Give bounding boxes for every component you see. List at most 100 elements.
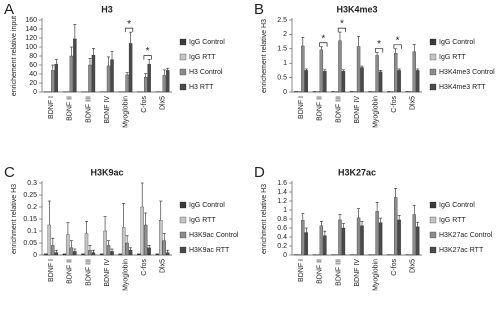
x-tick-label: Dlx5 (410, 259, 417, 273)
x-tick-label: Myoglobin (122, 96, 129, 128)
bar (162, 240, 166, 256)
bar (73, 38, 77, 93)
x-tick-label: BDNF I (48, 259, 55, 282)
bar (84, 233, 89, 256)
bar (128, 250, 133, 256)
bar (416, 70, 420, 93)
bar (301, 220, 305, 256)
significance-bracket (374, 48, 384, 53)
x-tick-label: BDNF IV (104, 259, 111, 287)
legend-label: IgG RTT (439, 54, 466, 61)
legend-swatch (429, 38, 437, 46)
bar (140, 206, 144, 256)
legend-label: H3K4me3 RTT (439, 84, 486, 91)
y-axis-label: enrichement relative H3 (261, 19, 268, 93)
bar (297, 91, 302, 93)
bar (360, 67, 364, 93)
panel-letter: D (254, 164, 265, 181)
bar (412, 214, 416, 256)
bar (47, 224, 52, 256)
y-tick-label: 1 (283, 207, 287, 214)
bar (54, 252, 58, 256)
significance-label: * (340, 19, 344, 30)
legend-swatch (429, 68, 437, 76)
bar (103, 230, 107, 256)
bar (323, 235, 327, 256)
bar (54, 63, 58, 93)
legend-label: H3 RTT (189, 84, 214, 91)
y-tick-label: 1.5 (277, 46, 287, 53)
x-tick-label: BDNF IV (354, 259, 361, 287)
legend-swatch (179, 231, 187, 239)
y-tick-label: 1.4 (277, 189, 287, 196)
legend-label: H3K9ac RTT (189, 247, 230, 254)
bar (110, 251, 114, 256)
y-tick-label: 1.2 (277, 198, 287, 205)
chart-title: H3K27ac (338, 167, 376, 177)
bar (356, 217, 361, 256)
bar (143, 224, 148, 256)
y-tick-label: 100 (25, 44, 37, 51)
legend-swatch (429, 201, 437, 209)
significance-bracket (143, 55, 152, 60)
y-tick-label: 80 (29, 53, 37, 60)
significance-label: * (396, 35, 400, 46)
bar (166, 70, 170, 93)
bar (356, 46, 361, 93)
legend-label: IgG Control (189, 202, 225, 209)
x-tick-label: BDNF III (85, 96, 92, 123)
y-tick-label: 0.3 (27, 180, 37, 187)
bar (128, 43, 133, 93)
x-tick-label: Dlx5 (160, 259, 167, 273)
legend-swatch (179, 68, 187, 76)
bar (147, 247, 151, 256)
bar (137, 253, 141, 256)
x-tick-label: BDNF I (298, 259, 305, 282)
bar (118, 253, 122, 256)
bar (323, 71, 327, 93)
y-tick-label: 2 (283, 31, 287, 38)
bar (88, 64, 92, 93)
bar (110, 59, 114, 93)
significance-bracket (393, 44, 402, 49)
panel: D H3K27ac enrichment relative H3 0 0.2 0.4 0.6… (254, 164, 493, 291)
bar (312, 91, 317, 93)
bar (397, 70, 401, 93)
legend-label: IgG RTT (189, 54, 216, 61)
bar (69, 55, 74, 93)
y-axis-label: enrichment relative H3 (11, 184, 18, 254)
x-tick-label: BDNF III (335, 259, 342, 286)
legend-swatch (429, 246, 437, 254)
bar (405, 91, 409, 93)
legend-label: H3K9ac Control (189, 232, 239, 239)
legend-label: H3K27ac RTT (439, 247, 484, 254)
x-tick-label: BDNF I (298, 96, 305, 119)
bar (81, 253, 85, 256)
y-tick-label: 20 (29, 80, 37, 87)
y-tick-label: 0.4 (277, 234, 287, 241)
bar (416, 226, 420, 256)
chart-title: H3K4me3 (336, 4, 377, 14)
panel: A H3 enrichement relative input 0 20 40 60 80 10… (4, 1, 225, 128)
bar (387, 91, 391, 93)
significance-label: * (146, 46, 150, 57)
legend-label: IgG Control (439, 39, 475, 46)
x-tick-label: BDNF II (67, 259, 74, 284)
y-tick-label: 140 (25, 26, 37, 33)
bar (155, 253, 159, 256)
bar (319, 225, 324, 256)
y-tick-label: 0.8 (277, 216, 287, 223)
x-tick-label: Myoglobin (372, 96, 379, 128)
bar (301, 45, 305, 93)
legend-label: H3K27ac Control (439, 232, 493, 239)
legend-swatch (179, 53, 187, 61)
y-tick-label: 0 (283, 252, 287, 259)
y-tick-label: 0 (33, 89, 37, 96)
bar (319, 49, 324, 93)
bar (143, 77, 148, 93)
legend-label: IgG RTT (439, 217, 466, 224)
x-tick-label: C-fos (141, 96, 148, 113)
bar (393, 52, 398, 93)
bar (88, 250, 92, 256)
significance-label: * (127, 19, 131, 30)
